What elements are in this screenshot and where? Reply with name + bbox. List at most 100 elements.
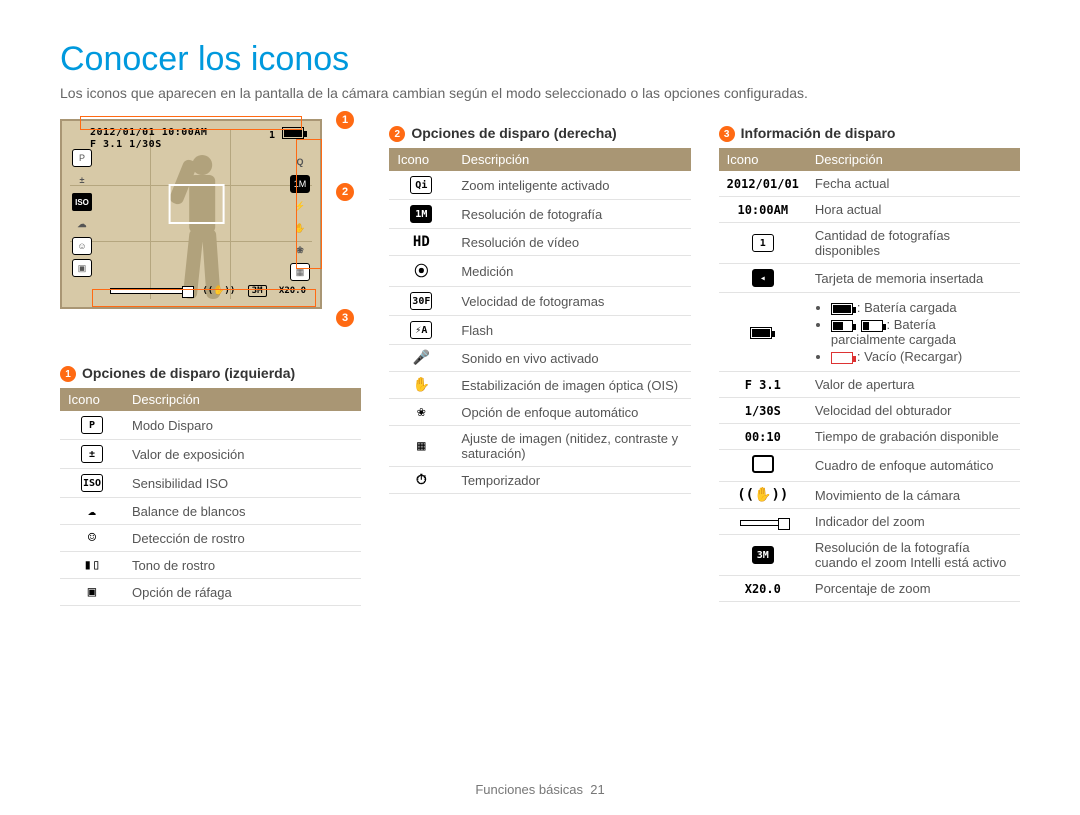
section3-table: Icono Descripción 2012/01/01Fecha actual… — [719, 148, 1020, 602]
icon-cell — [719, 293, 807, 372]
desc-cell: Modo Disparo — [124, 411, 361, 440]
desc-cell: Temporizador — [453, 467, 690, 494]
th-desc: Descripción — [807, 148, 1020, 171]
table-row: Indicador del zoom — [719, 509, 1020, 535]
icon-cell: ⚡A — [389, 316, 453, 345]
page-footer: Funciones básicas 21 — [0, 782, 1080, 797]
diagram-top-exposure: F 3.1 1/30S — [90, 139, 162, 150]
icon-cell: ☁ — [60, 498, 124, 525]
th-desc: Descripción — [124, 388, 361, 411]
desc-cell: Indicador del zoom — [807, 509, 1020, 535]
table-row: HDResolución de vídeo — [389, 229, 690, 256]
table-row: ⚡AFlash — [389, 316, 690, 345]
section1-title: 1Opciones de disparo (izquierda) — [60, 365, 361, 382]
icon-cell: 1 — [719, 223, 807, 264]
table-row: X20.0Porcentaje de zoom — [719, 576, 1020, 602]
table-row: ⦿Medición — [389, 256, 690, 287]
desc-cell: Velocidad de fotogramas — [453, 287, 690, 316]
table-row: ❀Opción de enfoque automático — [389, 399, 690, 426]
icon-cell: ⦿ — [389, 256, 453, 287]
table-row: 3MResolución de la fotografía cuando el … — [719, 535, 1020, 576]
icon-cell: ◂ — [719, 264, 807, 293]
desc-cell: Velocidad del obturador — [807, 398, 1020, 424]
icon-cell: Qi — [389, 171, 453, 200]
desc-cell: Cuadro de enfoque automático — [807, 450, 1020, 482]
callout-3: 3 — [336, 309, 354, 327]
icon-cell: ✋ — [389, 372, 453, 399]
table-row: Cuadro de enfoque automático — [719, 450, 1020, 482]
section1-table: Icono Descripción PModo Disparo±Valor de… — [60, 388, 361, 606]
table-row: QiZoom inteligente activado — [389, 171, 690, 200]
table-row: ▦Ajuste de imagen (nitidez, contraste y … — [389, 426, 690, 467]
column-left: 2012/01/01 10:00AM F 3.1 1/30S 1 P±ISO☁☺… — [60, 119, 361, 606]
th-icon: Icono — [719, 148, 807, 171]
table-row: ✋Estabilización de imagen óptica (OIS) — [389, 372, 690, 399]
desc-cell: Tarjeta de memoria insertada — [807, 264, 1020, 293]
icon-cell: ± — [60, 440, 124, 469]
desc-cell: Flash — [453, 316, 690, 345]
table-row: ⏱Temporizador — [389, 467, 690, 494]
table-row: PModo Disparo — [60, 411, 361, 440]
icon-cell: 00:10 — [719, 424, 807, 450]
icon-cell: 30F — [389, 287, 453, 316]
desc-cell: : Batería cargada : Batería parcialmente… — [807, 293, 1020, 372]
table-row: 10:00AMHora actual — [719, 197, 1020, 223]
callout-1: 1 — [336, 111, 354, 129]
table-row: F 3.1Valor de apertura — [719, 372, 1020, 398]
focus-box-icon — [169, 184, 225, 224]
icon-cell: ☺ — [60, 525, 124, 552]
desc-cell: Movimiento de la cámara — [807, 482, 1020, 509]
desc-cell: Cantidad de fotografías disponibles — [807, 223, 1020, 264]
section2-table: Icono Descripción QiZoom inteligente act… — [389, 148, 690, 494]
table-row: 🎤Sonido en vivo activado — [389, 345, 690, 372]
camera-diagram: 2012/01/01 10:00AM F 3.1 1/30S 1 P±ISO☁☺… — [60, 119, 350, 329]
table-row: 1MResolución de fotografía — [389, 200, 690, 229]
desc-cell: Valor de exposición — [124, 440, 361, 469]
desc-cell: Detección de rostro — [124, 525, 361, 552]
column-middle: 2Opciones de disparo (derecha) Icono Des… — [389, 119, 690, 606]
table-row: ◂Tarjeta de memoria insertada — [719, 264, 1020, 293]
table-row: ☁Balance de blancos — [60, 498, 361, 525]
table-row: 1Cantidad de fotografías disponibles — [719, 223, 1020, 264]
table-row: ((✋))Movimiento de la cámara — [719, 482, 1020, 509]
diagram-left-icons: P±ISO☁☺▣ — [72, 149, 92, 277]
desc-cell: Balance de blancos — [124, 498, 361, 525]
desc-cell: Opción de ráfaga — [124, 579, 361, 606]
th-icon: Icono — [389, 148, 453, 171]
icon-cell: ⏱ — [389, 467, 453, 494]
desc-cell: Tiempo de grabación disponible — [807, 424, 1020, 450]
table-row: 00:10Tiempo de grabación disponible — [719, 424, 1020, 450]
icon-cell — [719, 450, 807, 482]
callout-2: 2 — [336, 183, 354, 201]
desc-cell: Sensibilidad ISO — [124, 469, 361, 498]
section3-title: 3Información de disparo — [719, 125, 1020, 142]
th-desc: Descripción — [453, 148, 690, 171]
desc-cell: Estabilización de imagen óptica (OIS) — [453, 372, 690, 399]
icon-cell: ▣ — [60, 579, 124, 606]
desc-cell: Porcentaje de zoom — [807, 576, 1020, 602]
icon-cell: 1/30S — [719, 398, 807, 424]
icon-cell: ▦ — [389, 426, 453, 467]
desc-cell: Resolución de fotografía — [453, 200, 690, 229]
page-intro: Los iconos que aparecen en la pantalla d… — [60, 85, 1020, 101]
column-right: 3Información de disparo Icono Descripció… — [719, 119, 1020, 606]
icon-cell: F 3.1 — [719, 372, 807, 398]
icon-cell: 1M — [389, 200, 453, 229]
icon-cell: ▮▯ — [60, 552, 124, 579]
desc-cell: Valor de apertura — [807, 372, 1020, 398]
icon-cell: 🎤 — [389, 345, 453, 372]
icon-cell: ((✋)) — [719, 482, 807, 509]
table-row: 30FVelocidad de fotogramas — [389, 287, 690, 316]
desc-cell: Opción de enfoque automático — [453, 399, 690, 426]
desc-cell: Medición — [453, 256, 690, 287]
icon-cell: 2012/01/01 — [719, 171, 807, 197]
icon-cell: P — [60, 411, 124, 440]
page-title: Conocer los iconos — [60, 40, 1020, 79]
th-icon: Icono — [60, 388, 124, 411]
icon-cell: 3M — [719, 535, 807, 576]
icon-cell: ISO — [60, 469, 124, 498]
desc-cell: Sonido en vivo activado — [453, 345, 690, 372]
icon-cell: X20.0 — [719, 576, 807, 602]
table-row: ▣Opción de ráfaga — [60, 579, 361, 606]
icon-cell: 10:00AM — [719, 197, 807, 223]
